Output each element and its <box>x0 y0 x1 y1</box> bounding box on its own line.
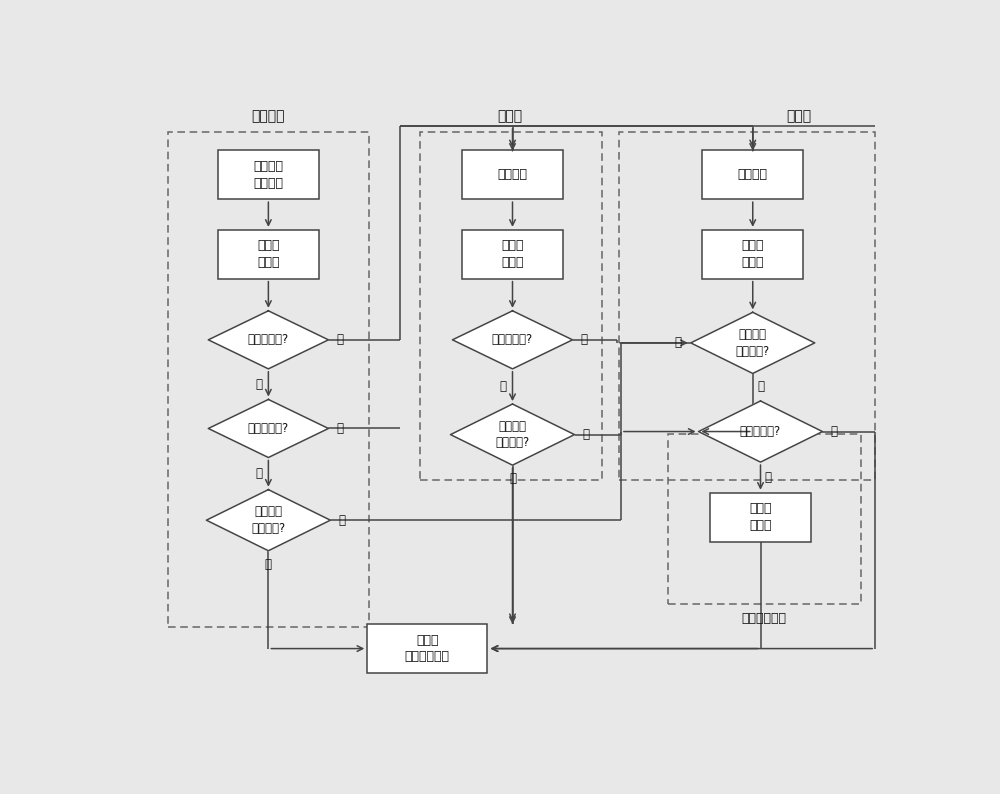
Text: 覆盖地面站?: 覆盖地面站? <box>740 425 781 438</box>
Text: 是: 是 <box>338 514 345 526</box>
Bar <box>710 492 811 542</box>
Polygon shape <box>450 404 574 465</box>
Text: 否: 否 <box>509 472 516 485</box>
Polygon shape <box>208 310 328 369</box>
Text: 有效载荷: 有效载荷 <box>252 109 285 123</box>
Text: 否: 否 <box>256 467 263 480</box>
Bar <box>218 150 319 199</box>
Text: 否: 否 <box>265 557 272 571</box>
Bar <box>462 150 563 199</box>
Bar <box>668 434 861 604</box>
Text: 否: 否 <box>674 337 681 349</box>
Text: 处理器正常?: 处理器正常? <box>248 333 289 346</box>
Text: 处理数据: 处理数据 <box>498 168 528 181</box>
Text: 是: 是 <box>336 333 343 346</box>
Text: 存储数据: 存储数据 <box>738 168 768 181</box>
Bar <box>168 132 369 627</box>
Text: 是: 是 <box>580 333 587 346</box>
Text: 对地通信
模块正常?: 对地通信 模块正常? <box>736 328 770 357</box>
Text: 查节点
状态表: 查节点 状态表 <box>501 240 524 269</box>
Text: 是: 是 <box>765 471 772 484</box>
Bar <box>367 624 487 673</box>
Text: 是: 是 <box>757 380 764 393</box>
Text: 否: 否 <box>256 378 263 391</box>
Text: 是: 是 <box>336 422 343 435</box>
Polygon shape <box>206 490 330 551</box>
Polygon shape <box>698 401 822 462</box>
Text: 发送至
数据中继系统: 发送至 数据中继系统 <box>405 634 450 663</box>
Text: 查节点
状态表: 查节点 状态表 <box>742 240 764 269</box>
Bar <box>702 229 803 279</box>
Text: 是: 是 <box>582 428 589 441</box>
Bar <box>420 132 602 480</box>
Text: 否: 否 <box>830 425 837 438</box>
Text: 对地通信
模块正常?: 对地通信 模块正常? <box>495 420 530 449</box>
Text: 存储器: 存储器 <box>787 109 812 123</box>
Polygon shape <box>691 312 815 373</box>
Text: 否: 否 <box>500 380 507 393</box>
Text: 存储器正常?: 存储器正常? <box>248 422 289 435</box>
Polygon shape <box>208 399 328 457</box>
Text: 对地通信
模块正常?: 对地通信 模块正常? <box>251 506 286 535</box>
Text: 对地通信模块: 对地通信模块 <box>742 612 787 625</box>
Text: 存储器正常?: 存储器正常? <box>492 333 533 346</box>
Bar <box>702 150 803 199</box>
Text: 发送至
地面站: 发送至 地面站 <box>749 503 772 532</box>
Text: 查节点
状态表: 查节点 状态表 <box>257 240 280 269</box>
Text: 原始数据
等待发送: 原始数据 等待发送 <box>253 160 283 190</box>
Bar <box>218 229 319 279</box>
Text: 处理器: 处理器 <box>498 109 523 123</box>
Polygon shape <box>452 310 573 369</box>
Bar <box>619 132 875 480</box>
Bar <box>462 229 563 279</box>
